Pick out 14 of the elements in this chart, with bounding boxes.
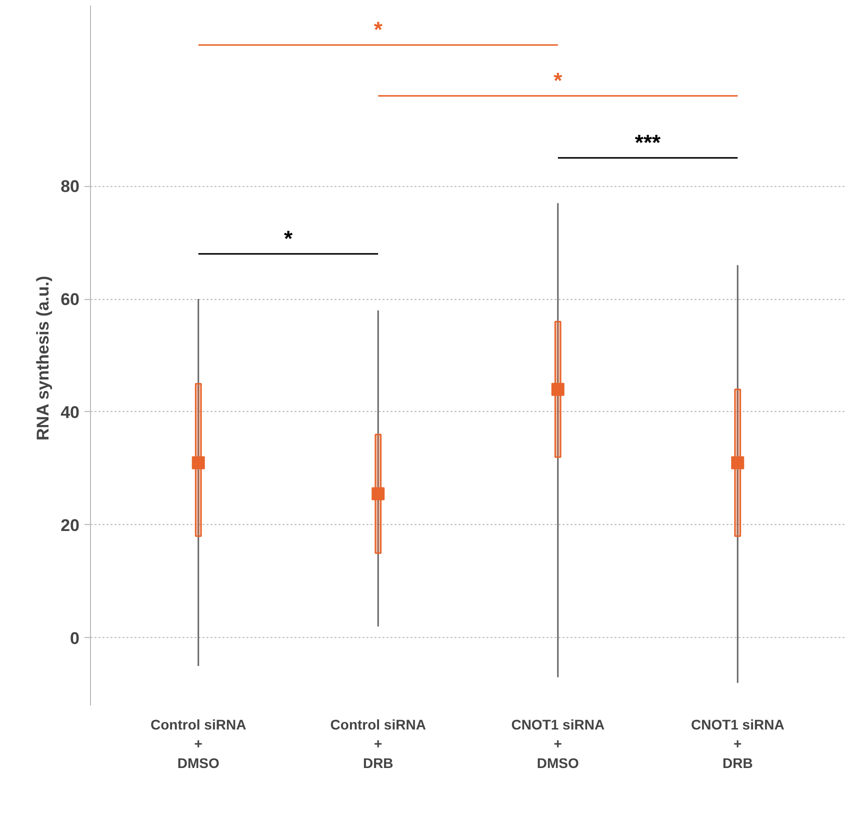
annotation: * bbox=[374, 17, 383, 42]
annotation: * bbox=[554, 68, 563, 93]
y-tick-label: 60 bbox=[60, 290, 80, 310]
annotation: *** bbox=[634, 130, 662, 156]
y-tick-label: 40 bbox=[60, 402, 80, 422]
annotation: * bbox=[284, 226, 293, 252]
x-tick-label: CNOT1 siRNA + DMSO bbox=[511, 716, 605, 771]
x-tick-label: Control siRNA + DMSO bbox=[150, 716, 246, 771]
y-tick-label: 0 bbox=[70, 628, 80, 648]
y-tick-label: 80 bbox=[60, 177, 80, 196]
y-axis-title: RNA synthesis (a.u.) bbox=[34, 276, 53, 441]
x-tick-label: Control siRNA + DRB bbox=[330, 716, 426, 771]
x-tick-label: CNOT1 siRNA + DRB bbox=[690, 716, 784, 771]
y-tick-label: 20 bbox=[60, 516, 80, 535]
